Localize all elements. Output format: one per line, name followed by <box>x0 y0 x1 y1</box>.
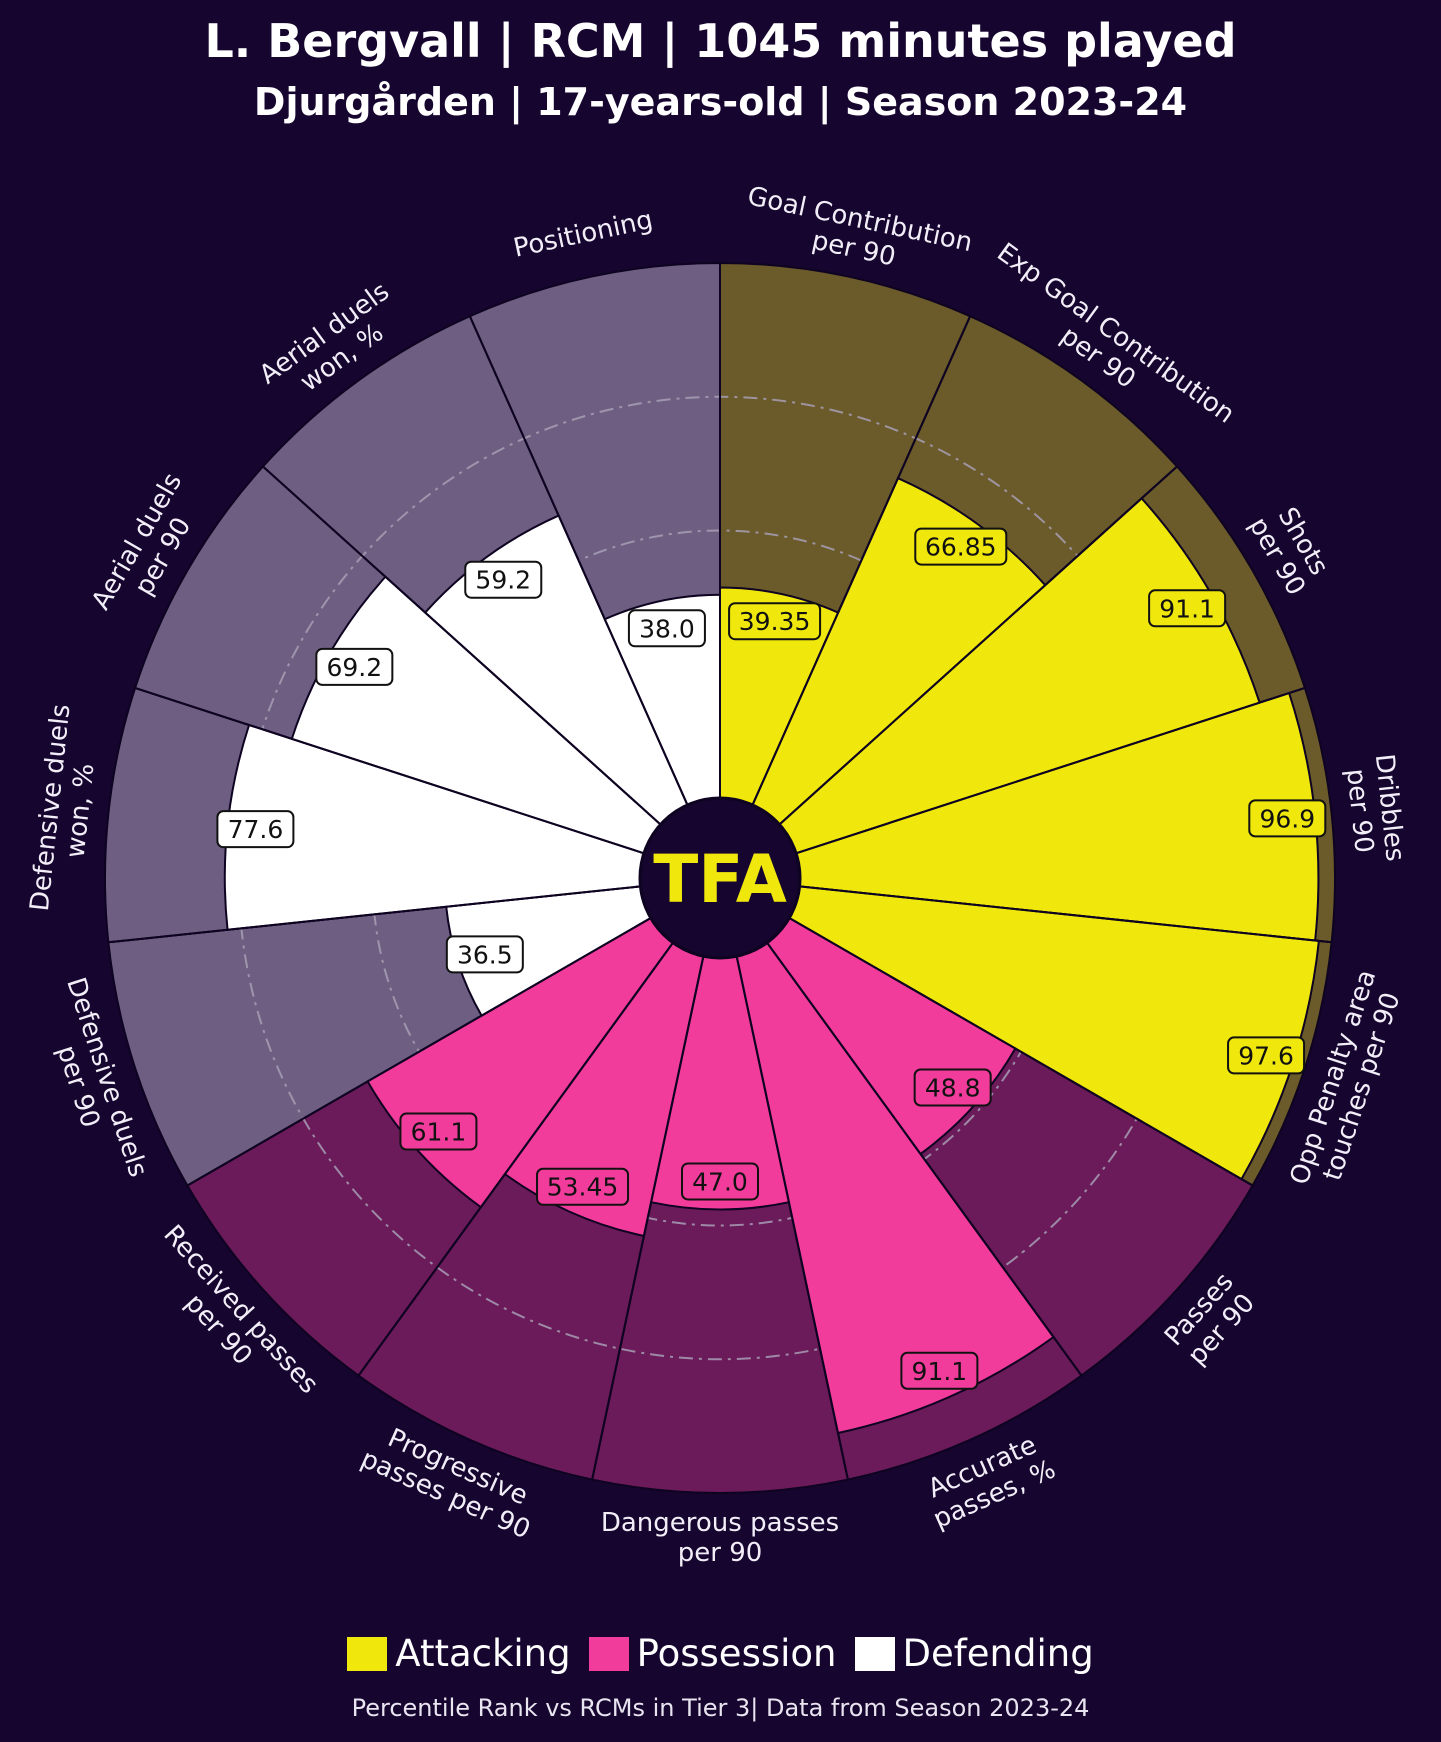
param-label-line: Dangerous passes <box>601 1508 839 1538</box>
value-label-text: 59.2 <box>475 566 531 595</box>
legend-label-defending: Defending <box>902 1632 1094 1675</box>
value-label-box <box>399 1112 478 1151</box>
value-label-box <box>913 1068 992 1107</box>
value-label-text: 38.0 <box>639 614 695 643</box>
value-label-box <box>445 935 524 974</box>
legend-swatch-defending <box>854 1636 895 1671</box>
slice-separator <box>778 465 1178 826</box>
value-label-text: 36.5 <box>457 940 513 969</box>
slice-separator <box>799 885 1332 944</box>
value-label-box <box>216 810 295 849</box>
legend-item-defending: Defending <box>854 1632 1094 1675</box>
footnote: Percentile Rank vs RCMs in Tier 3| Data … <box>351 1694 1090 1722</box>
legend-item-possession: Possession <box>588 1632 837 1675</box>
value-label-text: 53.45 <box>547 1173 619 1202</box>
slice-separator <box>357 942 674 1377</box>
value-label-4: 97.6 <box>1227 1036 1306 1075</box>
value-label-text: 69.2 <box>327 653 383 682</box>
value-label-13: 59.2 <box>464 560 543 599</box>
value-label-box <box>627 609 706 648</box>
value-label-text: 91.1 <box>912 1357 968 1386</box>
value-label-box <box>1248 799 1327 838</box>
slice-separator <box>262 465 662 826</box>
slice-separator <box>591 956 705 1480</box>
value-label-box <box>315 647 394 686</box>
value-label-5: 48.8 <box>913 1068 992 1107</box>
value-label-box <box>914 527 1008 566</box>
slice-separator <box>468 315 689 806</box>
tfa-logo: TFA <box>653 841 787 918</box>
value-label-14: 38.0 <box>627 609 706 648</box>
legend-label-attacking: Attacking <box>395 1632 571 1675</box>
slice-separator <box>186 917 652 1187</box>
value-label-box <box>464 560 543 599</box>
value-label-12: 69.2 <box>315 647 394 686</box>
value-label-text: 91.1 <box>1159 594 1215 623</box>
slice-separator <box>134 687 645 855</box>
value-label-text: 97.6 <box>1238 1041 1294 1070</box>
value-label-text: 66.85 <box>925 533 997 562</box>
slice-separator <box>788 917 1254 1187</box>
value-label-text: 47.0 <box>692 1167 748 1196</box>
param-label-14: Positioning <box>511 205 656 264</box>
chart-subtitle: Djurgården | 17-years-old | Season 2023-… <box>253 80 1188 124</box>
value-label-box <box>900 1351 979 1390</box>
value-label-box <box>536 1167 630 1206</box>
value-label-0: 39.35 <box>728 602 822 641</box>
legend: Attacking Possession Defending <box>0 1632 1441 1675</box>
value-label-3: 96.9 <box>1248 799 1327 838</box>
slice-separator <box>108 885 641 944</box>
value-label-text: 39.35 <box>739 607 811 636</box>
value-label-box <box>1148 589 1227 628</box>
logo-circle <box>638 796 802 960</box>
value-label-text: 61.1 <box>411 1118 467 1147</box>
value-label-2: 91.1 <box>1148 589 1227 628</box>
value-label-6: 91.1 <box>900 1351 979 1390</box>
value-label-box <box>681 1162 759 1201</box>
value-label-1: 66.85 <box>914 527 1008 566</box>
param-label-line: Positioning <box>511 205 656 264</box>
legend-item-attacking: Attacking <box>347 1632 571 1675</box>
value-label-text: 48.8 <box>925 1073 981 1102</box>
value-label-9: 61.1 <box>399 1112 478 1151</box>
value-label-text: 96.9 <box>1259 804 1315 833</box>
value-label-box <box>1227 1036 1306 1075</box>
param-label-line: per 90 <box>678 1538 763 1568</box>
chart-title: L. Bergvall | RCM | 1045 minutes played <box>204 14 1237 68</box>
slice-separator <box>735 956 849 1480</box>
slice-separator <box>766 942 1083 1377</box>
legend-label-possession: Possession <box>636 1632 837 1675</box>
value-label-7: 47.0 <box>681 1162 759 1201</box>
value-label-10: 36.5 <box>445 935 524 974</box>
value-label-text: 77.6 <box>228 815 284 844</box>
slice-separator <box>751 315 972 806</box>
legend-swatch-possession <box>588 1636 629 1671</box>
legend-swatch-attacking <box>347 1636 388 1671</box>
value-label-box <box>728 602 822 641</box>
slice-separator <box>795 687 1306 855</box>
value-label-11: 77.6 <box>216 810 295 849</box>
value-label-8: 53.45 <box>536 1167 630 1206</box>
